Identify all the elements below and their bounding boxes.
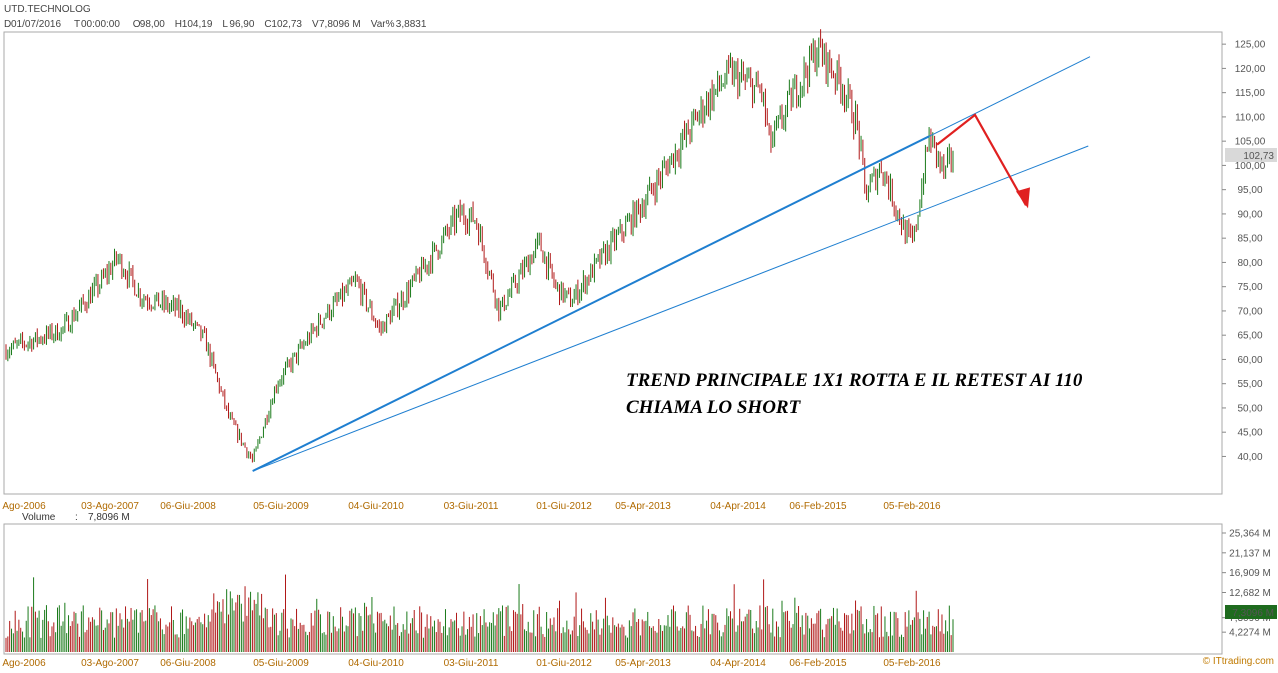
last-price-label: 102,73 (1243, 151, 1274, 162)
volume-tick-label: 12,682 M (1229, 588, 1271, 599)
date-tick-label: 03-Giu-2011 (444, 501, 499, 512)
date-tick-label: Ago-2006 (2, 501, 46, 512)
date-tick-label: 05-Feb-2016 (883, 501, 941, 512)
price-tick-label: 60,00 (1237, 355, 1262, 366)
price-tick-label: 100,00 (1235, 161, 1266, 172)
price-tick-label: 55,00 (1237, 379, 1262, 390)
header-key-7: Var% (371, 19, 395, 30)
last-volume-label: 7,3096 M (1232, 608, 1274, 619)
price-candles (5, 29, 954, 463)
trendlines (252, 56, 1091, 472)
date-tick-label: 04-Giu-2010 (348, 658, 404, 668)
volume-axis: 25,364 M 21,137 M 16,909 M 12,682 M 7,3096 M… (1222, 528, 1271, 639)
last-price-badge (1225, 148, 1277, 162)
price-panel (3, 31, 1223, 495)
date-tick-label: 05-Apr-2013 (615, 658, 671, 668)
header-key-3: H (175, 19, 182, 30)
header-value-5: 102,73 (271, 19, 302, 30)
volume-tick-label: 4,2274 M (1229, 628, 1271, 639)
header-value-3: 104,19 (182, 19, 213, 30)
header-key-2: O (133, 19, 141, 30)
price-tick-label: 50,00 (1237, 403, 1262, 414)
arrow-head (1016, 187, 1030, 209)
short-arrow (936, 113, 1027, 206)
date-tick-label: 05-Feb-2016 (883, 658, 941, 668)
header-value-6: 7,8096 M (319, 19, 361, 30)
date-tick-label: 01-Giu-2012 (536, 501, 592, 512)
price-tick-label: 115,00 (1235, 88, 1265, 99)
date-tick-label: 04-Apr-2014 (710, 501, 766, 512)
volume-tick-label: 16,909 M (1229, 568, 1271, 579)
price-tick-label: 70,00 (1237, 306, 1262, 317)
header-value-2: 98,00 (140, 19, 165, 30)
date-tick-label: 06-Feb-2015 (789, 658, 847, 668)
trendline-2 (252, 145, 1089, 472)
header-key-6: V (312, 19, 319, 30)
volume-tick-label: 25,364 M (1229, 528, 1271, 539)
volume-label: Volume (22, 512, 56, 523)
volume-bars (5, 574, 954, 652)
price-axis: 125,00 120,00 115,00 110,00 105,00 100,00 95,0… (1222, 40, 1266, 463)
volume-sep: : (75, 512, 78, 523)
trendline-extension (928, 56, 1091, 137)
annotation-line-1: TREND PRINCIPALE 1X1 ROTTA E IL RETEST A… (626, 370, 1083, 391)
header-key-5: C (264, 19, 271, 30)
price-tick-label: 125,00 (1235, 40, 1266, 51)
price-tick-label: 65,00 (1237, 331, 1262, 342)
header-key-0: D (4, 19, 11, 30)
price-tick-label: 40,00 (1237, 452, 1262, 463)
price-tick-label: 110,00 (1235, 112, 1265, 123)
date-tick-label: Ago-2006 (2, 658, 46, 668)
header-value-1: 00:00:00 (81, 19, 120, 30)
date-tick-label: 05-Apr-2013 (615, 501, 671, 512)
date-tick-label: 01-Giu-2012 (536, 658, 592, 668)
ohlc-header: D 01/07/2016 T 00:00:00 O 98,00 H 104,19 L 96,90 C… (4, 19, 427, 30)
header-value-4: 96,90 (229, 19, 254, 30)
date-tick-label: 03-Ago-2007 (81, 501, 139, 512)
header-value-0: 01/07/2016 (11, 19, 61, 30)
date-tick-label: 06-Feb-2015 (789, 501, 847, 512)
date-tick-label: 04-Apr-2014 (710, 658, 766, 668)
date-tick-label: 04-Giu-2010 (348, 501, 404, 512)
price-tick-label: 105,00 (1235, 137, 1266, 148)
date-tick-label: 03-Giu-2011 (444, 658, 499, 668)
volume-value: 7,8096 M (88, 512, 130, 523)
volume-tick-label: 21,137 M (1229, 548, 1271, 559)
price-tick-label: 90,00 (1237, 209, 1262, 220)
annotation-line-2: CHIAMA LO SHORT (626, 397, 802, 418)
header-value-7: 3,8831 (396, 19, 427, 30)
price-tick-label: 75,00 (1237, 282, 1262, 293)
price-tick-label: 120,00 (1235, 64, 1266, 75)
date-tick-label: 05-Giu-2009 (253, 501, 309, 512)
trendline-1 (252, 135, 930, 472)
volume-date-axis: Ago-2006 03-Ago-2007 06-Giu-2008 05-Giu-200… (2, 658, 941, 669)
price-tick-label: 45,00 (1237, 428, 1262, 439)
date-axis: Ago-2006 03-Ago-2007 06-Giu-2008 05-Giu-200… (2, 501, 941, 512)
chart-title: UTD.TECHNOLOG (4, 4, 91, 15)
date-tick-label: 05-Giu-2009 (253, 658, 309, 668)
header-key-1: T (74, 19, 80, 30)
watermark: © ITtrading.com (1203, 656, 1274, 667)
date-tick-label: 06-Giu-2008 (160, 501, 216, 512)
last-volume-badge (1225, 605, 1277, 619)
price-tick-label: 80,00 (1237, 258, 1262, 269)
date-tick-label: 06-Giu-2008 (160, 658, 216, 668)
price-tick-label: 95,00 (1237, 185, 1262, 196)
date-tick-label: 03-Ago-2007 (81, 658, 139, 668)
header-key-4: L (222, 19, 228, 30)
price-tick-label: 85,00 (1237, 234, 1262, 245)
